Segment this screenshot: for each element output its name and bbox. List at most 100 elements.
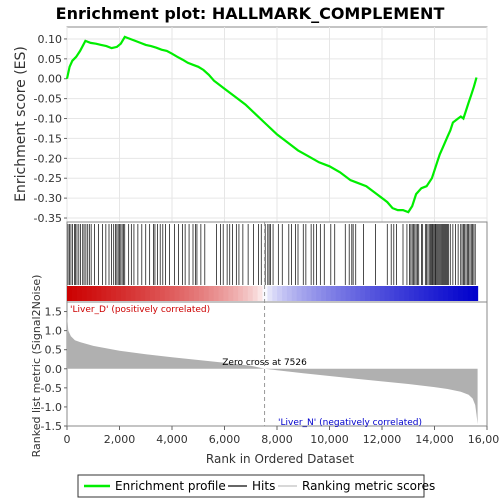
x-tick-label: 0 xyxy=(64,433,71,446)
positive-class-label: 'Liver_D' (positively correlated) xyxy=(70,305,210,315)
legend-box xyxy=(77,474,425,498)
ranking-color-bar-segment xyxy=(120,286,127,301)
ranking-color-bar-segment xyxy=(404,286,410,301)
ranking-color-bar-segment xyxy=(384,286,391,301)
ranking-color-bar-segment xyxy=(169,286,176,301)
ranking-color-bar-segment xyxy=(257,286,264,301)
ranking-color-bar-segment xyxy=(203,286,210,301)
es-panel: 0.10 0.05 0.00 -0.05 -0.10 -0.15 -0.20 -0.25 -0.… xyxy=(13,26,488,225)
x-tick-label: 2,000 xyxy=(104,433,136,446)
ranking-color-bar-segment xyxy=(335,286,342,301)
ranking-color-bar-segment xyxy=(409,286,415,301)
metric-y-tick-label: -0.5 xyxy=(41,382,62,395)
x-tick-label: 4,000 xyxy=(156,433,188,446)
ranking-color-bar-segment xyxy=(184,286,190,301)
ranking-color-bar-segment xyxy=(458,286,464,301)
metric-y-tick-label: 0.5 xyxy=(45,344,63,357)
ranking-color-bar-segment xyxy=(311,286,317,301)
es-y-tick-label: 0.05 xyxy=(38,53,63,66)
ranking-color-bar-segment xyxy=(247,286,254,301)
x-tick-label: 10,000 xyxy=(310,433,349,446)
es-y-tick-label: 0.10 xyxy=(38,33,63,46)
legend-label-enrichment-profile: Enrichment profile xyxy=(115,479,226,493)
es-y-tick-label: -0.15 xyxy=(34,132,62,145)
ranking-color-bar-segment xyxy=(140,286,146,301)
ranking-color-bar-segment xyxy=(135,286,141,301)
x-axis-title: Rank in Ordered Dataset xyxy=(206,452,354,466)
metric-panel: 1.5 1.0 0.5 0.0 -0.5 -1.0 -1.5 Zero cross at 7… xyxy=(30,222,488,457)
negative-class-label: 'Liver_N' (negatively correlated) xyxy=(278,418,422,428)
ranking-color-bar-segment xyxy=(145,286,151,301)
ranking-color-bar-segment xyxy=(67,286,73,301)
ranking-color-bar-segment xyxy=(194,286,200,301)
ranking-color-bar-segment xyxy=(238,286,244,301)
ranking-color-bar-segment xyxy=(242,286,249,301)
ranking-color-bar-segment xyxy=(101,286,107,301)
ranking-color-bar-segment xyxy=(399,286,405,301)
es-y-tick-label: -0.25 xyxy=(34,172,62,185)
ranking-color-bar-segment xyxy=(365,286,371,301)
x-axis: 0 2,000 4,000 6,000 8,000 10,000 12,000 14,000 1… xyxy=(64,426,500,446)
ranking-color-bar-segment xyxy=(340,286,347,301)
ranking-color-bar-segment xyxy=(472,286,479,301)
ranking-color-bar-segment xyxy=(76,286,83,301)
ranking-color-bar-segment xyxy=(394,286,400,301)
x-tick-label: 6,000 xyxy=(209,433,241,446)
ranking-color-bar-segment xyxy=(272,286,278,301)
es-y-tick-label: -0.20 xyxy=(34,152,62,165)
ranking-color-bar-segment xyxy=(433,286,440,301)
hit-markers xyxy=(67,224,476,285)
ranking-color-bar-segment xyxy=(316,286,322,301)
ranking-color-bar-segment xyxy=(228,286,234,301)
ranking-color-bar-segment xyxy=(71,286,78,301)
metric-y-axis: 1.5 1.0 0.5 0.0 -0.5 -1.0 -1.5 xyxy=(41,306,67,433)
ranking-color-bar-segment xyxy=(277,286,283,301)
ranking-color-bar-segment xyxy=(86,286,93,301)
ranking-color-bar-segment xyxy=(218,286,224,301)
ranking-color-bar-segment xyxy=(110,286,117,301)
ranking-color-bar-segment xyxy=(154,286,161,301)
x-tick-label: 12,000 xyxy=(363,433,402,446)
metric-y-tick-label: 1.0 xyxy=(45,325,63,338)
ranking-color-bar-segment xyxy=(448,286,454,301)
ranking-color-bar-segment xyxy=(321,286,327,301)
metric-y-tick-label: 0.0 xyxy=(45,363,63,376)
ranking-color-bar-segment xyxy=(345,286,352,301)
ranking-color-bar-segment xyxy=(115,286,122,301)
ranking-color-bar-segment xyxy=(306,286,312,301)
legend: Enrichment profile Hits Ranking metric s… xyxy=(77,474,435,498)
ranking-color-bar-segment xyxy=(418,286,425,301)
legend-label-ranking-metric: Ranking metric scores xyxy=(302,479,435,493)
es-y-tick-label: -0.10 xyxy=(34,113,62,126)
ranking-color-bar-segment xyxy=(453,286,459,301)
ranking-color-bar-segment xyxy=(326,286,332,301)
legend-label-hits: Hits xyxy=(252,479,275,493)
ranking-color-bar-segment xyxy=(106,286,112,301)
ranking-color-bar-segment xyxy=(267,286,273,301)
ranking-color-bar-segment xyxy=(374,286,381,301)
ranking-color-bar-segment xyxy=(233,286,239,301)
ranking-color-bar-segment xyxy=(91,286,97,301)
es-y-axis-title: Enrichment score (ES) xyxy=(13,46,29,202)
ranking-color-bar-segment xyxy=(282,286,288,301)
ranking-color-bar-segment xyxy=(262,286,268,301)
zero-cross-label: Zero cross at 7526 xyxy=(222,358,307,368)
enrichment-profile-line xyxy=(65,35,478,214)
ranking-color-bar-segment xyxy=(389,286,396,301)
ranking-color-bar-segment xyxy=(159,286,166,301)
ranking-color-bar-segment xyxy=(130,286,137,301)
ranking-color-bar-segment xyxy=(379,286,386,301)
metric-y-tick-label: -1.0 xyxy=(41,401,62,414)
ranking-color-bar-segment xyxy=(125,286,132,301)
ranking-color-bar-segment xyxy=(301,286,308,301)
es-y-axis: 0.10 0.05 0.00 -0.05 -0.10 -0.15 -0.20 -0.25 -0.… xyxy=(34,33,67,225)
ranking-color-bar-segment xyxy=(443,286,449,301)
chart-title: Enrichment plot: HALLMARK_COMPLEMENT xyxy=(56,4,445,23)
ranking-color-bar-segment xyxy=(223,286,229,301)
ranking-color-bar-segment xyxy=(438,286,444,301)
ranking-color-bar xyxy=(67,286,479,301)
metric-y-tick-label: -1.5 xyxy=(41,420,62,433)
ranking-color-bar-segment xyxy=(96,286,102,301)
es-y-tick-label: 0.00 xyxy=(38,73,63,86)
